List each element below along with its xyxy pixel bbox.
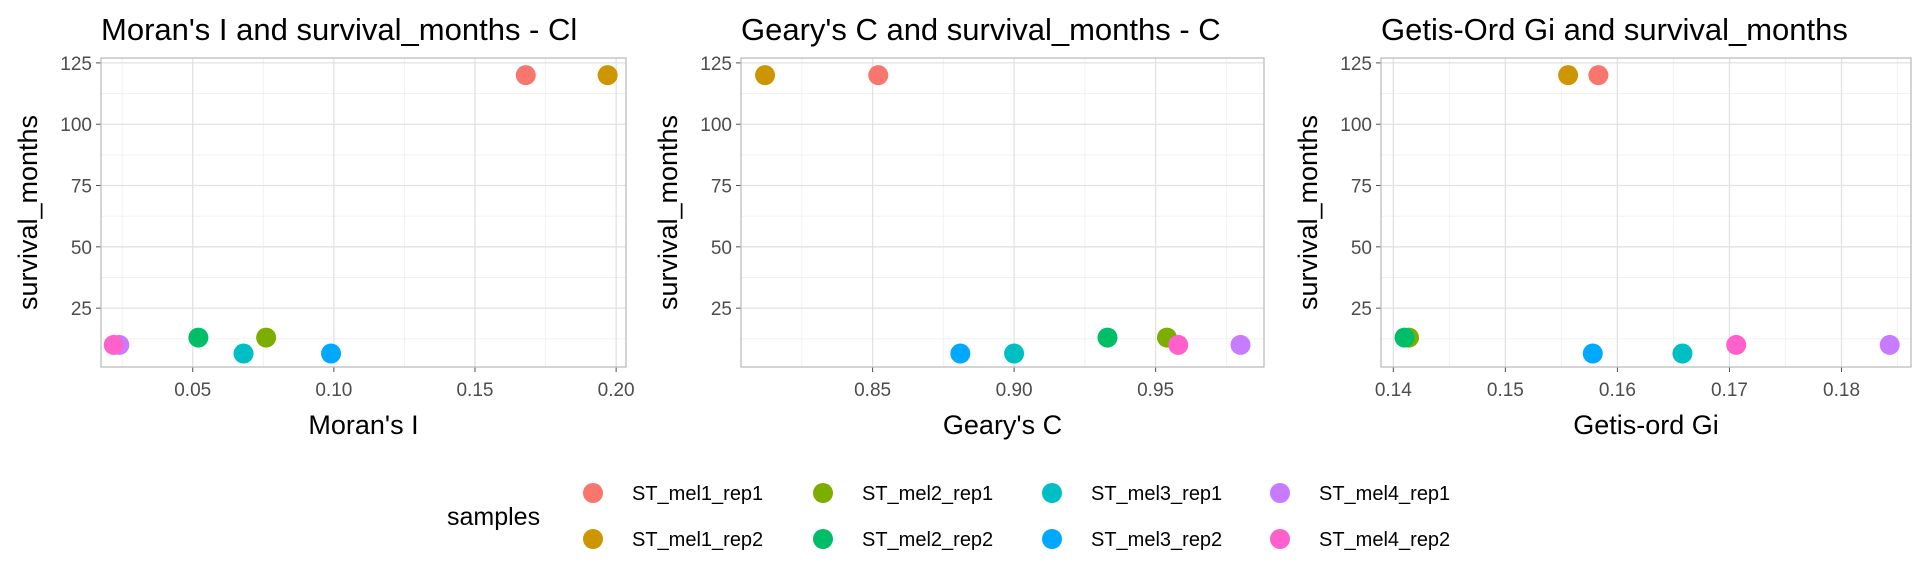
point-ST_mel1_rep2 <box>597 65 618 86</box>
point-ST_mel2_rep2 <box>1394 327 1415 348</box>
point-ST_mel2_rep1 <box>256 327 277 348</box>
panel-border <box>100 57 627 368</box>
legend-item: ST_mel3_rep1 <box>1042 483 1222 505</box>
x-tick-label: 0.95 <box>1137 380 1174 401</box>
y-tick-label: 25 <box>1351 299 1372 320</box>
x-tick-label: 0.15 <box>456 380 493 401</box>
legend-item: ST_mel2_rep1 <box>813 483 993 505</box>
legend-item: ST_mel1_rep1 <box>583 483 763 505</box>
legend: samples ST_mel1_rep1 ST_mel1_rep2 ST_mel2_r… <box>447 483 1450 551</box>
x-axis-title: Moran's I <box>308 410 418 440</box>
y-tick-label: 75 <box>711 177 732 198</box>
legend-label: ST_mel1_rep1 <box>632 483 763 505</box>
point-ST_mel1_rep2 <box>1558 65 1579 86</box>
y-tick-label: 125 <box>700 54 732 75</box>
x-tick-label: 0.16 <box>1599 380 1636 401</box>
y-tick-label: 75 <box>1351 177 1372 198</box>
legend-label: ST_mel3_rep2 <box>1091 529 1222 551</box>
x-tick-label: 0.90 <box>996 380 1033 401</box>
y-axis-title: survival_months <box>1293 115 1323 310</box>
y-tick-label: 25 <box>71 299 92 320</box>
panels: 0.05 0.10 0.15 0.20 25 50 75 100 125 Moran's I an… <box>13 12 1912 440</box>
point-ST_mel2_rep2 <box>188 327 209 348</box>
legend-key <box>813 483 833 503</box>
x-tick-label: 0.14 <box>1375 380 1412 401</box>
legend-label: ST_mel1_rep2 <box>632 529 763 551</box>
panel-border <box>1380 57 1912 368</box>
point-ST_mel3_rep1 <box>233 343 254 364</box>
y-tick-label: 25 <box>711 299 732 320</box>
x-axis-title: Getis-ord Gi <box>1573 410 1719 440</box>
point-ST_mel1_rep2 <box>755 65 776 86</box>
x-axis-title: Geary's C <box>943 410 1062 440</box>
point-ST_mel1_rep1 <box>868 65 889 86</box>
legend-label: ST_mel3_rep1 <box>1091 483 1222 505</box>
x-tick-label: 0.05 <box>174 380 211 401</box>
point-ST_mel4_rep2 <box>1726 334 1747 355</box>
x-tick-label: 0.15 <box>1487 380 1524 401</box>
legend-item: ST_mel2_rep2 <box>813 529 993 551</box>
legend-key <box>1042 483 1062 503</box>
point-ST_mel4_rep1 <box>1230 334 1251 355</box>
chart-title: Getis-Ord Gi and survival_months <box>1381 12 1848 47</box>
legend-key <box>1270 483 1290 503</box>
point-ST_mel3_rep2 <box>950 343 971 364</box>
point-ST_mel4_rep1 <box>1879 334 1900 355</box>
y-tick-label: 125 <box>60 54 92 75</box>
point-ST_mel1_rep1 <box>1588 65 1609 86</box>
y-tick-label: 50 <box>711 238 732 259</box>
x-tick-label: 0.18 <box>1823 380 1860 401</box>
panel-2: 0.85 0.90 0.95 25 50 75 100 125 Geary's C and su… <box>653 12 1265 440</box>
y-tick-label: 100 <box>700 115 732 136</box>
legend-item: ST_mel1_rep2 <box>583 529 763 551</box>
panel-border <box>740 57 1265 368</box>
point-ST_mel4_rep2 <box>1168 334 1189 355</box>
panel-3: 0.14 0.15 0.16 0.17 0.18 25 50 75 100 125 Getis-Or… <box>1293 12 1912 440</box>
y-tick-label: 100 <box>1340 115 1372 136</box>
legend-label: ST_mel4_rep1 <box>1319 483 1450 505</box>
legend-key <box>1270 529 1290 549</box>
legend-item: ST_mel4_rep1 <box>1270 483 1450 505</box>
x-tick-label: 0.17 <box>1711 380 1748 401</box>
y-tick-label: 75 <box>71 177 92 198</box>
legend-label: ST_mel2_rep2 <box>862 529 993 551</box>
x-tick-label: 0.20 <box>598 380 635 401</box>
point-ST_mel3_rep1 <box>1004 343 1025 364</box>
point-ST_mel4_rep2 <box>103 334 124 355</box>
y-tick-label: 100 <box>60 115 92 136</box>
y-axis-title: survival_months <box>653 115 683 310</box>
legend-label: ST_mel2_rep1 <box>862 483 993 505</box>
legend-label: ST_mel4_rep2 <box>1319 529 1450 551</box>
legend-key <box>1042 529 1062 549</box>
legend-title: samples <box>447 503 540 531</box>
x-tick-label: 0.85 <box>854 380 891 401</box>
panel-1: 0.05 0.10 0.15 0.20 25 50 75 100 125 Moran's I an… <box>13 12 635 440</box>
point-ST_mel3_rep2 <box>321 343 342 364</box>
chart-title: Geary's C and survival_months - C <box>741 12 1221 47</box>
point-ST_mel3_rep1 <box>1672 343 1693 364</box>
y-tick-label: 125 <box>1340 54 1372 75</box>
legend-key <box>583 483 603 503</box>
point-ST_mel2_rep2 <box>1097 327 1118 348</box>
point-ST_mel1_rep1 <box>515 65 536 86</box>
legend-item: ST_mel4_rep2 <box>1270 529 1450 551</box>
legend-item: ST_mel3_rep2 <box>1042 529 1222 551</box>
y-tick-label: 50 <box>1351 238 1372 259</box>
legend-key <box>813 529 833 549</box>
x-tick-label: 0.10 <box>315 380 352 401</box>
y-tick-label: 50 <box>71 238 92 259</box>
point-ST_mel3_rep2 <box>1582 343 1603 364</box>
chart-title: Moran's I and survival_months - Cl <box>101 12 577 47</box>
y-axis-title: survival_months <box>13 115 43 310</box>
legend-key <box>583 529 603 549</box>
